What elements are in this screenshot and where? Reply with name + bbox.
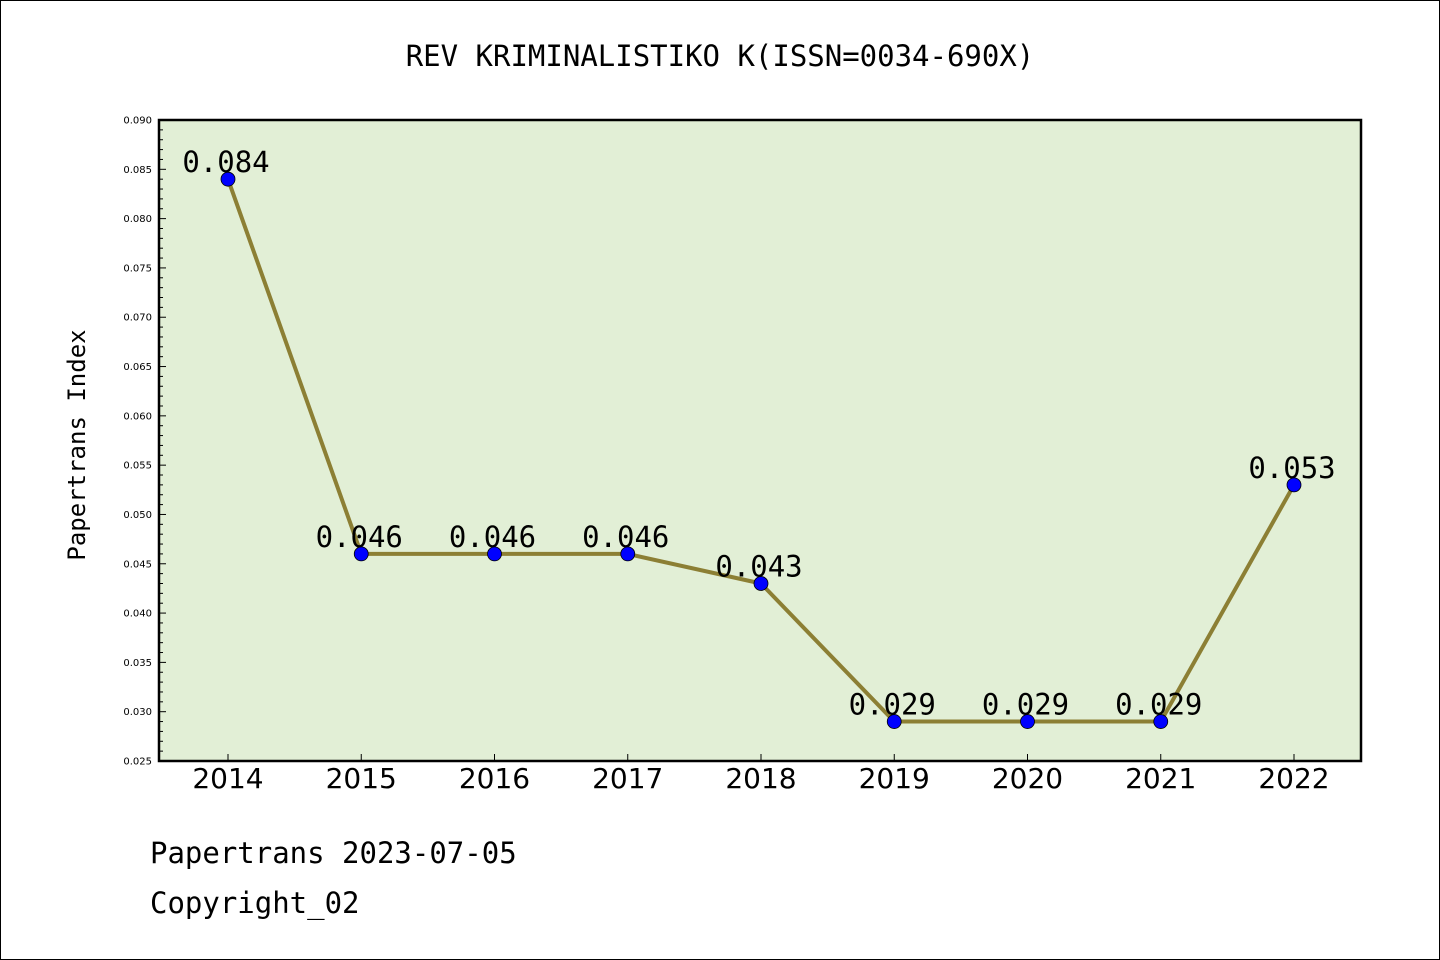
x-tick-label: 2019 (859, 762, 930, 795)
chart-title: REV KRIMINALISTIKO K(ISSN=0034-690X) (406, 39, 1035, 73)
y-tick-label: 0.055 (123, 461, 152, 472)
series-index (220, 171, 1302, 729)
data-point (1153, 714, 1169, 729)
y-axis-label: Papertrans Index (63, 329, 91, 560)
x-tick-label: 2014 (192, 762, 263, 795)
y-tick-label: 0.085 (123, 165, 152, 176)
y-tick-label: 0.090 (123, 116, 152, 127)
x-tick-label: 2022 (1258, 762, 1329, 795)
y-tick-label: 0.060 (123, 411, 152, 422)
data-label: 0.084 (182, 145, 269, 179)
data-point (753, 576, 769, 591)
y-tick-label: 0.070 (123, 313, 152, 324)
y-tick-label: 0.075 (123, 263, 152, 274)
data-label: 0.029 (1115, 688, 1202, 722)
data-point (1020, 714, 1035, 729)
footer-date: Papertrans 2023-07-05 (150, 836, 517, 870)
x-tick-label: 2017 (592, 762, 663, 795)
data-point (620, 546, 636, 562)
data-label: 0.046 (316, 520, 403, 554)
x-tick-label: 2015 (326, 762, 397, 795)
x-axis-ticks: 2014 2015 2016 2017 2018 2019 2020 2021 2022 (192, 754, 1330, 795)
x-tick-label: 2016 (459, 762, 530, 795)
footer-copyright: Copyright_02 (150, 886, 360, 920)
data-point (487, 546, 502, 562)
x-tick-label: 2021 (1125, 762, 1196, 795)
y-tick-label: 0.030 (123, 707, 152, 718)
data-point (1286, 477, 1302, 493)
y-tick-label: 0.040 (123, 609, 152, 620)
data-label: 0.029 (849, 688, 936, 722)
plot-area (157, 118, 1363, 763)
y-tick-label: 0.045 (123, 559, 152, 570)
data-labels: 0.084 0.046 0.046 0.046 0.043 0.029 0.029 0.029… (182, 145, 1335, 721)
data-point (886, 714, 902, 729)
y-tick-label: 0.050 (123, 510, 152, 521)
data-label: 0.029 (982, 688, 1069, 722)
x-tick-label: 2018 (725, 762, 796, 795)
data-label: 0.043 (715, 549, 802, 583)
data-label: 0.046 (449, 520, 536, 554)
y-tick-label: 0.025 (123, 757, 152, 768)
data-label: 0.046 (582, 520, 669, 554)
data-point (353, 546, 369, 562)
data-label: 0.053 (1248, 451, 1335, 485)
y-tick-label: 0.065 (123, 362, 152, 373)
x-tick-label: 2020 (992, 762, 1063, 795)
y-axis-ticks: 0.025 0.030 0.035 0.040 0.045 0.050 0.055 0.060… (123, 116, 166, 768)
y-tick-label: 0.080 (123, 214, 152, 225)
data-point (220, 171, 236, 187)
y-tick-label: 0.035 (123, 658, 152, 669)
